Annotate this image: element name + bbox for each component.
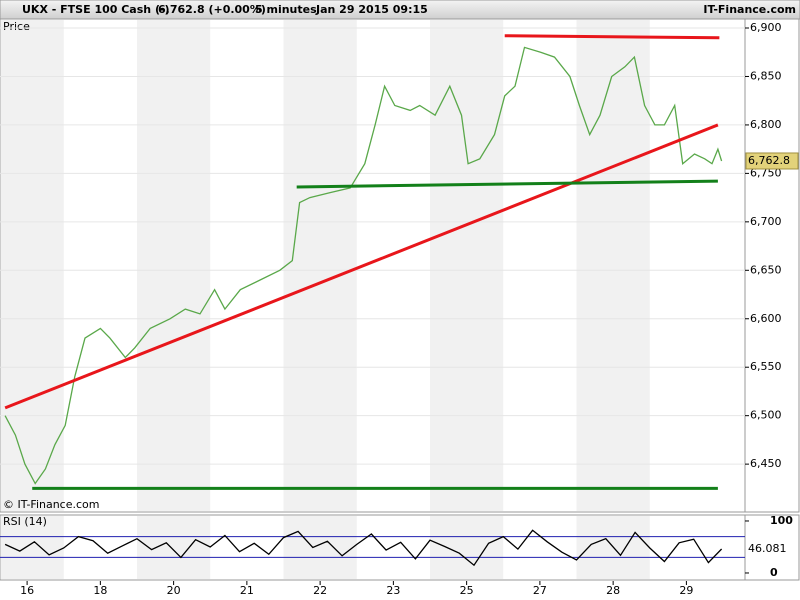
x-tick-label: 29 <box>679 584 693 597</box>
y-tick-label: 6,600 <box>750 312 782 325</box>
trendline <box>4 123 719 410</box>
y-tick-label: 6,700 <box>750 215 782 228</box>
day-band <box>1 20 64 511</box>
x-tick-label: 22 <box>313 584 327 597</box>
credit: © IT-Finance.com <box>3 498 100 511</box>
brand: IT-Finance.com <box>703 3 796 16</box>
last-value-label: 46.081 <box>748 542 787 555</box>
price-line <box>4 529 723 567</box>
day-band <box>576 20 650 511</box>
x-tick-label: 21 <box>240 584 254 597</box>
y-tick-label: 6,750 <box>750 166 782 179</box>
period: 5 minutes <box>255 3 317 16</box>
last-value-label: 6,762.8 <box>748 154 790 167</box>
panel <box>0 18 800 513</box>
y-tick-label: 6,550 <box>750 360 782 373</box>
x-tick-label: 28 <box>606 584 620 597</box>
y-tick-label: 6,650 <box>750 263 782 276</box>
panel-title: RSI (14) <box>3 515 47 528</box>
x-tick-label: 20 <box>167 584 181 597</box>
symbol: UKX - FTSE 100 Cash (-) <box>22 3 170 16</box>
panel-title: Price <box>3 20 30 33</box>
day-band <box>430 20 504 511</box>
x-tick-label: 27 <box>533 584 547 597</box>
day-band <box>283 20 357 511</box>
y-tick-label: 6,800 <box>750 118 782 131</box>
y-tick-label: 6,500 <box>750 409 782 422</box>
panel <box>0 514 800 581</box>
header: UKX - FTSE 100 Cash (-) 6,762.8 (+0.00%)… <box>0 0 800 20</box>
day-band <box>430 516 504 579</box>
price-line <box>4 46 723 485</box>
x-tick-label: 18 <box>93 584 107 597</box>
y-tick-label: 100 <box>770 514 793 527</box>
day-band <box>283 516 357 579</box>
day-band <box>136 20 211 511</box>
y-tick-label: 6,450 <box>750 457 782 470</box>
y-tick-label: 0 <box>770 566 778 579</box>
y-tick-label: 6,900 <box>750 21 782 34</box>
last-value-box <box>745 152 799 170</box>
date: Jan 29 2015 09:15 <box>315 3 428 16</box>
x-tick-label: 25 <box>460 584 474 597</box>
last-value-box <box>745 540 799 558</box>
x-tick-label: 16 <box>20 584 34 597</box>
x-tick-label: 23 <box>386 584 400 597</box>
trendline <box>504 34 720 40</box>
trendline <box>296 179 718 189</box>
plot-layer: Price © IT-Finance.com 6,450 6,500 6,550 6,60… <box>0 18 800 597</box>
y-tick-label: 6,850 <box>750 69 782 82</box>
quote: 6,762.8 (+0.00%) <box>158 3 266 16</box>
